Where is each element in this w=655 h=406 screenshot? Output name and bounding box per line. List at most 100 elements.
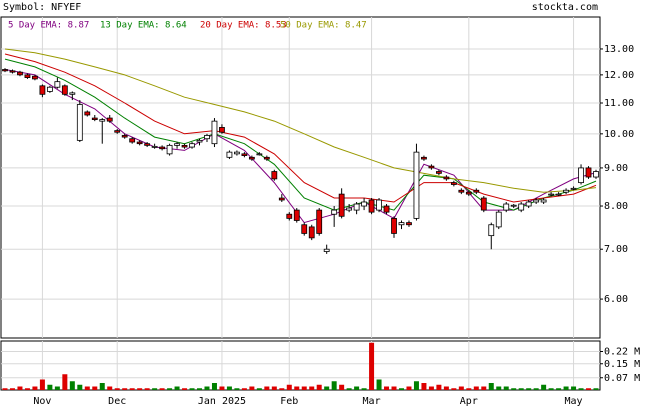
candle-body — [331, 209, 338, 215]
volume-bar — [503, 386, 509, 390]
candle-body — [121, 135, 128, 138]
candle-body — [525, 201, 532, 207]
volume-bar — [563, 386, 569, 390]
candle-body — [54, 81, 61, 88]
volume-tick-label: 0.07 M — [604, 373, 640, 384]
volume-bar — [137, 388, 143, 390]
candle-body — [316, 209, 323, 234]
candle-body — [593, 171, 599, 178]
candle-body — [91, 117, 98, 120]
candle-body — [181, 144, 188, 148]
volume-bar — [174, 386, 180, 390]
volume-bar — [24, 388, 30, 390]
volume-bar — [226, 386, 232, 390]
candle-body — [578, 167, 584, 184]
candle-body — [248, 156, 255, 160]
volume-bar — [32, 386, 38, 390]
candle-body — [144, 143, 151, 146]
volume-bar — [17, 386, 23, 390]
volume-bar — [2, 388, 8, 390]
candle-body — [413, 151, 420, 219]
y-tick-label: 13.00 — [604, 44, 634, 55]
candle-body — [226, 151, 233, 158]
candle-body — [518, 203, 525, 211]
volume-bar — [324, 386, 330, 390]
volume-bar — [571, 386, 577, 390]
volume-bar — [144, 388, 150, 390]
volume-bar — [264, 386, 270, 390]
candle-body — [76, 104, 83, 141]
volume-bar — [167, 388, 173, 390]
volume-panel — [0, 340, 601, 391]
candle-body — [361, 201, 367, 207]
candle-body — [323, 248, 330, 252]
candle-body — [278, 197, 285, 201]
volume-bar — [39, 379, 45, 390]
candle-body — [293, 209, 300, 221]
candle-body — [443, 176, 450, 180]
candle-body — [2, 69, 8, 72]
candle-body — [151, 145, 158, 148]
x-tick-label: Mar — [363, 396, 381, 406]
volume-bar — [458, 386, 464, 390]
volume-tick-label: 0.22 M — [604, 347, 640, 358]
x-tick-label: Apr — [460, 396, 478, 406]
volume-bar — [376, 379, 382, 390]
volume-bar — [398, 388, 404, 390]
volume-bar — [556, 388, 562, 390]
x-tick-label: Jan 2025 — [198, 396, 246, 406]
volume-bar — [481, 386, 487, 390]
volume-bar — [301, 386, 307, 390]
candle-body — [69, 92, 76, 95]
candle-body — [9, 70, 16, 73]
y-tick-label: 8.00 — [604, 201, 628, 212]
candle-body — [211, 120, 218, 145]
volume-bar — [219, 386, 225, 390]
ema-line — [4, 69, 597, 224]
candle-body — [503, 203, 510, 211]
volume-bar — [586, 388, 592, 390]
candle-body — [106, 117, 113, 122]
candle-body — [174, 143, 180, 146]
volume-bar — [339, 384, 345, 390]
volume-bar — [526, 388, 532, 390]
volume-bar — [234, 388, 240, 390]
volume-bar — [211, 383, 217, 390]
volume-bar — [421, 383, 427, 390]
x-tick-label: Dec — [108, 396, 126, 406]
candle-body — [189, 143, 195, 148]
x-tick-label: May — [565, 396, 583, 406]
candle-body — [32, 75, 38, 80]
candle-body — [114, 130, 121, 133]
volume-bar — [249, 386, 255, 390]
volume-bar — [331, 381, 337, 390]
candle-body — [428, 165, 435, 169]
candle-body — [196, 139, 203, 143]
candle-body — [495, 211, 502, 228]
legend-entry: 20 Day EMA: 8.53 — [200, 21, 287, 31]
volume-bar — [473, 386, 479, 390]
volume-bar — [428, 386, 434, 390]
volume-bar — [346, 388, 352, 390]
y-tick-label: 9.00 — [604, 163, 628, 174]
candle-body — [368, 199, 375, 213]
legend-entry: 50 Day EMA: 8.47 — [280, 21, 367, 31]
volume-bar — [466, 388, 472, 390]
volume-bar — [114, 388, 120, 390]
volume-bar — [84, 386, 90, 390]
candle-body — [421, 156, 427, 160]
volume-bar — [159, 388, 165, 390]
candle-body — [46, 86, 53, 92]
x-tick-label: Feb — [280, 396, 298, 406]
volume-bar — [548, 388, 554, 390]
candle-body — [458, 189, 465, 193]
candle-body — [346, 207, 353, 211]
volume-bar — [122, 388, 128, 390]
y-tick-label: 11.00 — [604, 98, 634, 109]
candle-body — [84, 111, 91, 116]
candle-body — [159, 146, 166, 150]
price-panel — [0, 16, 601, 339]
candle-body — [435, 171, 442, 174]
candle-body — [219, 127, 225, 133]
volume-bar — [271, 386, 277, 390]
